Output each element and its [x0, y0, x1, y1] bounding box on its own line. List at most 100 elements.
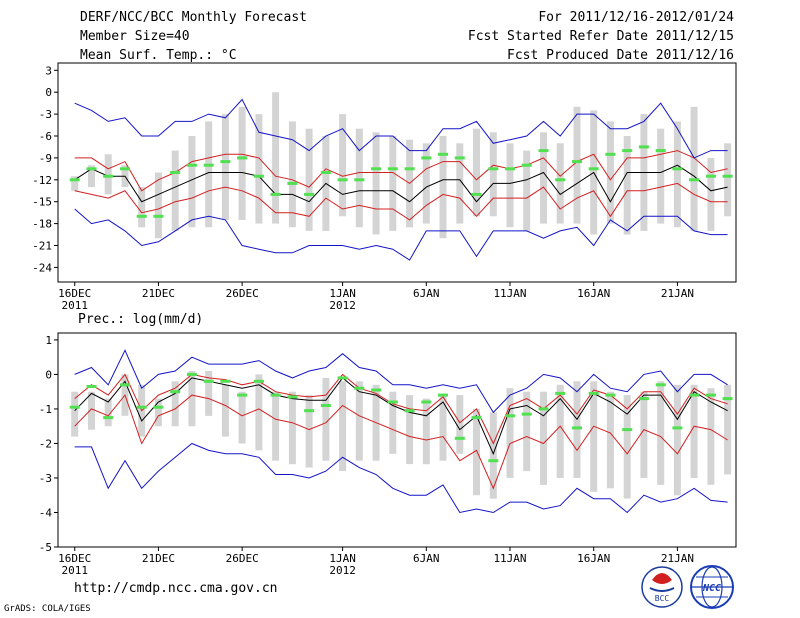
prec-median-8 [203, 379, 214, 383]
temp-box-17 [355, 128, 363, 228]
prec-median-13 [287, 395, 298, 399]
forecast-period: For 2011/12/16-2012/01/24 [538, 10, 734, 25]
prec-ytick-label: 0 [45, 368, 52, 381]
prec-xtick-label: 21DEC [142, 552, 175, 565]
member-size: Member Size=40 [80, 29, 190, 44]
prec-box-5 [154, 398, 162, 427]
temp-ytick-label: -21 [32, 240, 52, 253]
prec-box-19 [389, 391, 397, 454]
prec-median-9 [220, 379, 231, 383]
prec-lower-spread-line [74, 394, 728, 490]
temperature-label: Mean Surf. Temp.: °C [80, 48, 237, 63]
temp-box-6 [171, 150, 179, 231]
prec-xtick-label: 16DEC [58, 552, 91, 565]
prec-median-12 [270, 393, 281, 397]
prec-box-37 [690, 384, 698, 478]
temp-median-39 [722, 174, 733, 178]
prec-mean-line [74, 377, 728, 456]
temp-upper-spread-line [74, 150, 728, 192]
temp-ytick-label: 0 [45, 86, 52, 99]
prec-median-38 [705, 393, 716, 397]
prec-box-1 [88, 391, 95, 430]
prec-xtick-label: 6JAN [413, 552, 440, 565]
temp-box-33 [623, 136, 631, 235]
temp-xtick-label: 11JAN [493, 287, 526, 300]
temp-xtick-year: 2012 [329, 299, 356, 312]
prec-median-10 [237, 393, 248, 397]
temp-median-32 [605, 152, 616, 156]
prec-xtick-label: 21JAN [661, 552, 694, 565]
prec-median-1 [86, 385, 97, 388]
temp-box-35 [657, 128, 665, 224]
prec-median-32 [605, 393, 616, 397]
prec-xtick-label: 1JAN [329, 552, 356, 565]
temp-box-5 [154, 172, 162, 239]
temp-median-12 [270, 192, 281, 196]
ncc-logo: NCC [690, 565, 734, 609]
prec-box-14 [305, 395, 313, 468]
temp-median-7 [186, 163, 197, 167]
prec-median-4 [136, 405, 147, 409]
start-refer-date: Fcst Started Refer Date 2011/12/15 [467, 29, 734, 44]
temp-median-9 [220, 160, 231, 164]
prec-box-25 [489, 412, 497, 499]
temp-box-32 [606, 121, 614, 224]
prec-lower-extreme-line [74, 442, 728, 514]
temp-median-0 [69, 178, 80, 182]
prec-box-36 [673, 384, 681, 496]
prec-box-39 [724, 384, 732, 475]
prec-box-28 [540, 391, 547, 485]
temp-median-10 [237, 156, 248, 160]
temp-box-21 [422, 143, 430, 224]
prec-box-13 [288, 391, 296, 465]
temp-ytick-label: -15 [32, 196, 52, 209]
temp-box-30 [573, 106, 581, 224]
prec-median-28 [538, 407, 549, 411]
temp-box-9 [221, 114, 229, 220]
temp-median-8 [203, 163, 214, 167]
prec-xtick-year: 2011 [61, 564, 88, 577]
temp-ytick-label: -3 [39, 108, 52, 121]
prec-median-34 [638, 397, 649, 401]
chart-title: DERF/NCC/BCC Monthly Forecast [80, 10, 307, 25]
temp-median-16 [337, 178, 348, 182]
temp-median-33 [622, 149, 633, 153]
prec-median-24 [471, 416, 482, 420]
temp-median-24 [471, 192, 482, 196]
temp-median-23 [454, 156, 465, 160]
prec-median-5 [153, 405, 164, 409]
prec-median-33 [622, 428, 633, 432]
prec-ytick-label: -1 [39, 403, 52, 416]
prec-xtick-label: 11JAN [493, 552, 526, 565]
prec-median-7 [186, 372, 197, 376]
prec-median-15 [320, 404, 331, 407]
temp-frame [57, 62, 737, 283]
temp-median-36 [672, 167, 683, 171]
temp-box-11 [255, 114, 263, 224]
prec-median-37 [689, 393, 700, 397]
temp-box-29 [556, 143, 564, 224]
temp-xtick-label: 16JAN [577, 287, 610, 300]
prec-box-26 [506, 388, 514, 478]
prec-box-0 [71, 391, 79, 437]
temp-box-38 [707, 157, 715, 231]
temp-box-1 [88, 165, 95, 188]
bcc-emblem-icon [652, 573, 672, 584]
temp-box-7 [188, 136, 196, 228]
prec-box-35 [657, 381, 665, 485]
prec-median-21 [421, 400, 432, 404]
temp-box-0 [71, 176, 79, 191]
prec-median-3 [120, 383, 130, 387]
temp-box-28 [540, 132, 547, 224]
prec-box-12 [272, 391, 280, 461]
prec-box-16 [339, 381, 347, 471]
prec-xtick-label: 26DEC [226, 552, 259, 565]
prec-box-24 [473, 408, 480, 496]
temp-ytick-label: -12 [32, 174, 52, 187]
temp-box-13 [288, 121, 296, 228]
temp-median-26 [505, 167, 515, 171]
precipitation-label: Prec.: log(mm/d) [78, 312, 203, 327]
prec-box-11 [255, 374, 263, 451]
prec-upper-spread-line [74, 373, 728, 445]
temp-ytick-label: -24 [32, 261, 52, 274]
